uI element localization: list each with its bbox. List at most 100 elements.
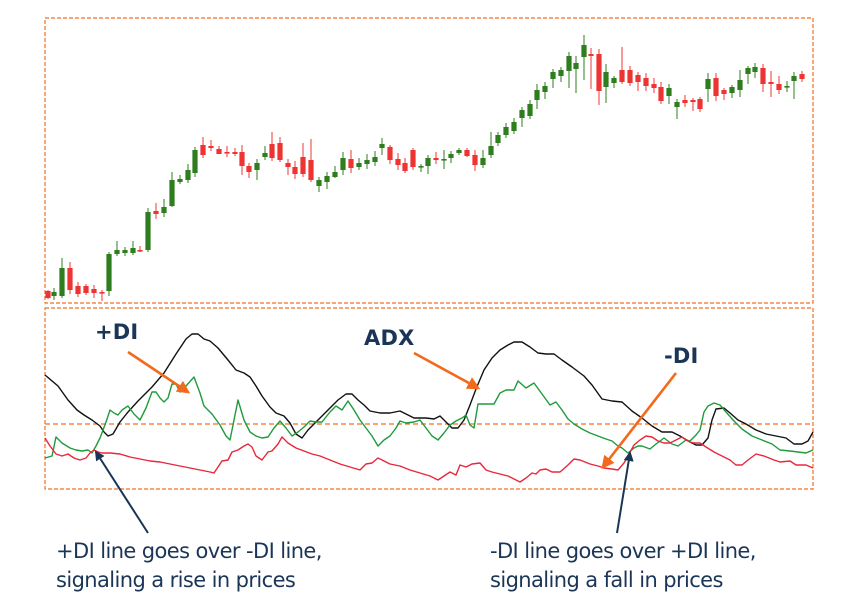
bearish-candle bbox=[232, 148, 238, 156]
bullish-candle bbox=[356, 158, 362, 170]
bullish-candle bbox=[177, 175, 183, 184]
bearish-candle bbox=[651, 78, 657, 93]
bearish-candle bbox=[588, 48, 594, 89]
bullish-candle bbox=[254, 159, 260, 180]
bearish-crossover-pointer-arrow bbox=[616, 451, 634, 534]
bullish-candle bbox=[495, 132, 501, 146]
bullish-candle bbox=[791, 72, 797, 99]
minus-di-callout-arrow bbox=[601, 372, 678, 470]
price-panel-frame bbox=[44, 17, 814, 304]
bullish-crossover-caption: +DI line goes over -DI line, signaling a… bbox=[56, 537, 322, 595]
bearish-caption-line-2: signaling a fall in prices bbox=[490, 568, 723, 592]
bullish-candle bbox=[51, 288, 57, 300]
bullish-candle bbox=[372, 151, 378, 166]
bearish-candle bbox=[308, 139, 314, 182]
adx-callout-arrow bbox=[413, 351, 481, 390]
bullish-candle bbox=[488, 132, 494, 158]
bullish-candle bbox=[745, 66, 751, 84]
plus-di-callout-arrow bbox=[127, 350, 191, 394]
bullish-candle bbox=[752, 63, 758, 78]
bullish-candle bbox=[185, 164, 191, 183]
plusminus-di-line bbox=[44, 376, 814, 459]
bearish-candle bbox=[619, 47, 625, 84]
bullish-candle bbox=[611, 76, 617, 88]
bearish-candle bbox=[75, 282, 81, 297]
bullish-candle bbox=[441, 150, 447, 169]
bullish-candle bbox=[324, 172, 330, 189]
bearish-candle bbox=[91, 285, 97, 298]
bullish-candle bbox=[316, 177, 322, 192]
bearish-candle bbox=[410, 148, 416, 170]
bullish-candle bbox=[59, 258, 65, 298]
bearish-candle bbox=[200, 137, 206, 158]
bearish-candle bbox=[658, 82, 664, 104]
bullish-candle bbox=[519, 107, 525, 127]
bullish-candle bbox=[737, 70, 743, 97]
bullish-candle bbox=[534, 84, 540, 109]
bullish-candle bbox=[674, 99, 680, 119]
bullish-candle bbox=[666, 84, 672, 104]
bullish-candle bbox=[161, 199, 167, 217]
bearish-candle bbox=[292, 161, 298, 179]
bullish-candle bbox=[364, 154, 370, 169]
bullish-candle bbox=[729, 85, 735, 98]
bearish-caption-line-1: -DI line goes over +DI line, bbox=[490, 539, 756, 563]
bearish-candle bbox=[277, 137, 283, 162]
indicator-lines bbox=[44, 333, 814, 483]
bearish-candle bbox=[83, 284, 89, 295]
bearish-candle bbox=[45, 290, 51, 299]
bullish-candle bbox=[527, 100, 533, 119]
bearish-candle bbox=[643, 73, 649, 91]
bearish-candle bbox=[402, 158, 408, 173]
bearish-candle bbox=[721, 88, 727, 100]
bullish-candle bbox=[130, 241, 136, 255]
adx-label: ADX bbox=[364, 326, 415, 350]
bearish-candle bbox=[99, 290, 105, 301]
bearish-candle bbox=[472, 150, 478, 171]
bearish-candle bbox=[690, 98, 696, 111]
indicator-panel-frame bbox=[44, 307, 814, 490]
bullish-candle bbox=[480, 150, 486, 168]
minus-di-label: -DI bbox=[664, 344, 699, 368]
bullish-crossover-pointer-arrow bbox=[94, 450, 149, 534]
bearish-candle bbox=[67, 262, 73, 294]
bullish-candle bbox=[340, 152, 346, 175]
bullish-candle bbox=[603, 64, 609, 103]
bullish-candle bbox=[262, 146, 268, 160]
bearish-candle bbox=[760, 64, 766, 92]
bullish-candle bbox=[192, 147, 198, 177]
bearish-candle bbox=[464, 148, 470, 157]
bullish-candle bbox=[456, 148, 462, 155]
bearish-candle bbox=[395, 153, 401, 170]
candlestick-series bbox=[45, 35, 805, 301]
minus-di-line bbox=[44, 435, 814, 483]
bullish-candle bbox=[550, 69, 556, 88]
bearish-candle bbox=[300, 143, 306, 177]
bearish-candle bbox=[285, 159, 291, 175]
bearish-candle bbox=[433, 152, 439, 164]
bullish-candle bbox=[122, 247, 128, 256]
bearish-candle bbox=[627, 66, 633, 86]
bearish-candle bbox=[153, 203, 159, 219]
bullish-caption-line-2: signaling a rise in prices bbox=[56, 568, 296, 592]
bullish-candle bbox=[503, 123, 509, 138]
bearish-candle bbox=[776, 76, 782, 94]
bearish-candle bbox=[697, 97, 703, 112]
bearish-candle bbox=[269, 132, 275, 161]
bearish-candle bbox=[635, 72, 641, 91]
bullish-candle bbox=[558, 67, 564, 82]
plus-di-label: +DI bbox=[95, 320, 139, 344]
bullish-candle bbox=[332, 166, 338, 178]
bullish-candle bbox=[581, 35, 587, 80]
bearish-crossover-caption: -DI line goes over +DI line, signaling a… bbox=[490, 537, 756, 595]
adx-line bbox=[44, 333, 814, 446]
bullish-candle bbox=[511, 118, 517, 134]
bearish-candle bbox=[239, 145, 245, 175]
bullish-candle bbox=[114, 241, 120, 256]
bearish-candle bbox=[768, 71, 774, 97]
bearish-candle bbox=[387, 145, 393, 164]
bullish-candle bbox=[418, 164, 424, 172]
bullish-candle bbox=[542, 82, 548, 99]
